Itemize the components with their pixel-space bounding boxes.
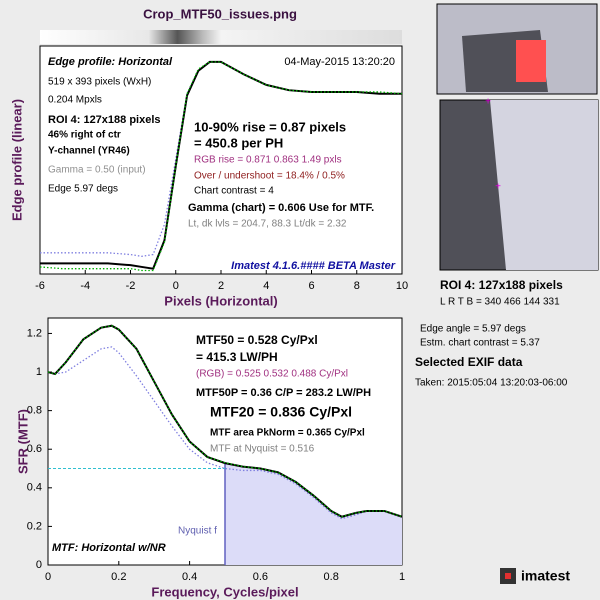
x-tick-label: -6	[35, 280, 45, 292]
annotation: Lt, dk lvls = 204.7, 88.3 Lt/dk = 2.32	[188, 219, 347, 230]
y-tick-label: 1.2	[27, 327, 42, 339]
roi-label: ROI 4: 127x188 pixels	[440, 278, 563, 292]
chart-contrast: Estm. chart contrast = 5.37	[420, 338, 540, 349]
edge-angle: Edge angle = 5.97 degs	[420, 324, 526, 335]
x-tick-label: 0.6	[253, 571, 268, 583]
bottom-annotations: MTF50 = 0.528 Cy/Pxl = 415.3 LW/PH (RGB)…	[52, 333, 371, 554]
annotation: Chart contrast = 4	[194, 186, 274, 197]
x-tick-label: 2	[218, 280, 224, 292]
chart-0: -6 -4 -2 0 2 4 6 8 10 Pixels (Horizontal) Edge pro…	[9, 60, 408, 308]
annotation: MTF50P = 0.36 C/P = 283.2 LW/PH	[196, 387, 371, 399]
x-tick-label: 6	[308, 280, 314, 292]
marker: +	[495, 182, 501, 193]
annotation: MTF area PkNorm = 0.365 Cy/Pxl	[210, 428, 365, 439]
y-tick-label: 0.6	[27, 443, 42, 455]
logo-text: imatest	[521, 568, 570, 584]
x-tick-label: 0.2	[111, 571, 126, 583]
x-tick-label: 0.4	[182, 571, 197, 583]
series-line	[47, 324, 403, 518]
exif-taken: Taken: 2015:05:04 13:20:03-06:00	[415, 378, 568, 389]
y-tick-label: 0.8	[27, 405, 42, 417]
logo: imatest	[500, 568, 570, 584]
annotation: = 415.3 LW/PH	[196, 350, 278, 364]
y-tick-label: 0.2	[27, 520, 42, 532]
annotation: RGB rise = 0.871 0.863 1.49 pxls	[194, 155, 342, 166]
y-tick-label: 0.4	[27, 482, 42, 494]
y-tick-label: 1	[36, 366, 42, 378]
x-tick-label: 0	[45, 571, 51, 583]
x-tick-label: 8	[354, 280, 360, 292]
series-line	[47, 346, 403, 520]
annotation: Edge profile: Horizontal	[48, 56, 173, 68]
marker: +	[485, 97, 491, 108]
annotation: Edge 5.97 degs	[48, 184, 118, 195]
x-axis-label: Frequency, Cycles/pixel	[151, 584, 298, 599]
annotation: MTF50 = 0.528 Cy/Pxl	[196, 333, 318, 347]
annotation: Gamma = 0.50 (input)	[48, 165, 146, 176]
x-tick-label: 1	[399, 571, 405, 583]
plot-area-top	[39, 45, 403, 275]
x-tick-label: -2	[126, 280, 136, 292]
roi-light	[490, 100, 598, 270]
side-panel: ROI 4: 127x188 pixels L R T B = 340 466 …	[415, 278, 568, 388]
annotation: 0.204 Mpxls	[48, 95, 102, 106]
annotation: MTF at Nyquist = 0.516	[210, 444, 315, 455]
annotation: Nyquist f	[178, 526, 217, 537]
y-axis-label: SFR (MTF)	[15, 409, 30, 474]
annotation: Y-channel (YR46)	[48, 146, 130, 157]
logo-icon-dot	[505, 573, 511, 579]
x-tick-label: -4	[80, 280, 90, 292]
annotation: Imatest 4.1.6.#### BETA Master	[231, 260, 396, 272]
thumbnails: + +	[436, 3, 599, 271]
x-axis-label: Pixels (Horizontal)	[164, 293, 277, 308]
annotation: = 450.8 per PH	[194, 135, 283, 150]
series-line	[40, 60, 402, 270]
annotation: Gamma (chart) = 0.606 Use for MTF.	[188, 202, 374, 214]
annotation: 10-90% rise = 0.87 pixels	[194, 119, 346, 134]
x-tick-label: 0	[173, 280, 179, 292]
annotation: Over / undershoot = 18.4% / 0.5%	[194, 171, 345, 182]
annotation: (RGB) = 0.525 0.532 0.488 Cy/Pxl	[196, 369, 348, 380]
annotation: 04-May-2015 13:20:20	[284, 56, 395, 68]
annotation: MTF: Horizontal w/NR	[52, 542, 166, 554]
y-tick-label: 0	[36, 559, 42, 571]
annotation: 519 x 393 pixels (WxH)	[48, 77, 151, 88]
x-tick-label: 0.8	[324, 571, 339, 583]
x-tick-label: 4	[263, 280, 269, 292]
annotation: ROI 4: 127x188 pixels	[48, 114, 161, 126]
window-title: Crop_MTF50_issues.png	[143, 6, 297, 21]
x-tick-label: 10	[396, 280, 408, 292]
roi-bounds: L R T B = 340 466 144 331	[440, 297, 560, 308]
top-annotations: Edge profile: Horizontal 04-May-2015 13:…	[48, 56, 396, 272]
exif-title: Selected EXIF data	[415, 355, 523, 369]
y-axis-label: Edge profile (linear)	[9, 99, 24, 221]
annotation: 46% right of ctr	[48, 130, 121, 141]
edge-strip	[40, 30, 402, 44]
chart-1: 0 0.2 0.4 0.6 0.8 1 0 0.2 0.4 0.6 0.8 1 1.2 Frequency…	[15, 324, 405, 599]
annotation: MTF20 = 0.836 Cy/Pxl	[210, 404, 352, 420]
roi-box	[516, 40, 546, 82]
nyquist-area	[225, 463, 402, 565]
